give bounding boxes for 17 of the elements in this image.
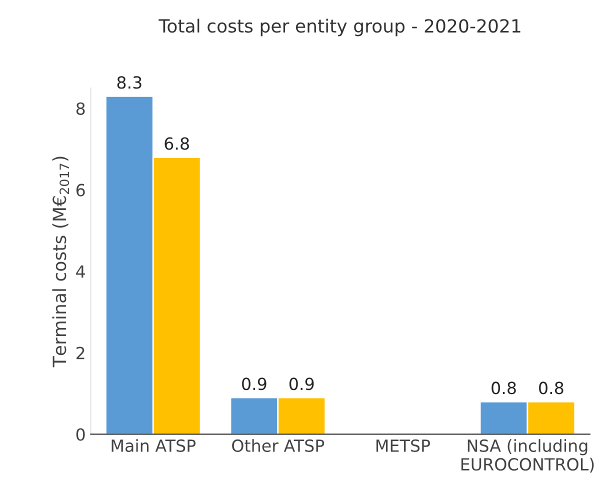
data-label: 8.3	[117, 76, 142, 89]
data-label: 0.9	[289, 378, 314, 390]
x-tick-label: METSP	[376, 439, 430, 452]
data-label: 0.8	[492, 382, 516, 394]
data-label: 0.8	[539, 382, 564, 394]
y-tick-label: 0	[76, 428, 85, 441]
data-label: 0.9	[242, 378, 266, 390]
y-axis-title: Terminal costs (M€$_{2017}$)	[52, 156, 70, 368]
x-tick-label: Main ATSP	[112, 439, 196, 452]
y-tick-label: 4	[76, 265, 85, 278]
y-tick-label: 2	[76, 346, 84, 360]
x-tick-label: Other ATSP	[232, 439, 324, 452]
y-tick-label: 6	[76, 184, 85, 196]
chart-title: Total costs per entity group - 2020-2021	[158, 18, 520, 36]
y-tick-label: 8	[76, 102, 85, 115]
data-label: 6.8	[164, 137, 189, 150]
x-tick-label: NSA (including EUROCONTROL)	[461, 439, 594, 473]
